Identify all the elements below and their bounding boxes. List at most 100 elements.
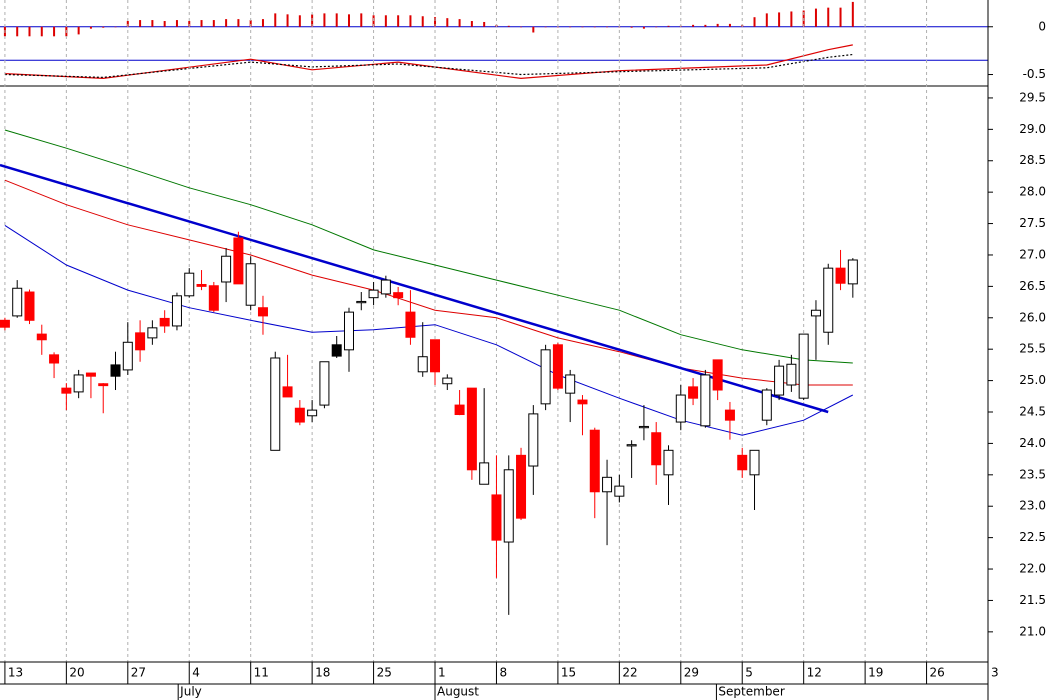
candle-body (380, 279, 391, 295)
x-tick-label: 4 (192, 666, 200, 680)
candle-body (356, 300, 367, 304)
histogram-bar (249, 20, 252, 27)
candle-body (798, 333, 809, 399)
x-tick-label: 18 (315, 666, 330, 680)
x-tick-label: 22 (622, 666, 637, 680)
histogram-bar (286, 14, 289, 27)
month-label: September (718, 685, 784, 699)
candle-body (565, 374, 576, 394)
histogram-bar (28, 26, 31, 37)
histogram-bar (384, 15, 387, 27)
candle-body (589, 429, 600, 493)
histogram-bar (765, 13, 768, 27)
y-tick-label: 21.5 (1019, 593, 1046, 607)
y-tick-label: 26.5 (1019, 279, 1046, 293)
candle-body (196, 283, 207, 287)
histogram-bar (593, 26, 596, 28)
x-tick-label: 20 (69, 666, 84, 680)
candle-body (638, 425, 649, 429)
histogram-bar (274, 13, 277, 27)
overlay-line (4, 224, 854, 436)
candle-body (368, 289, 379, 299)
histogram-bar (581, 26, 584, 28)
y-tick-label: 23.0 (1019, 499, 1046, 513)
candle-body (700, 374, 711, 427)
candle-body (159, 317, 170, 327)
candle-body (663, 449, 674, 476)
y-tick-label: -0.5 (1023, 67, 1046, 81)
candle-body (516, 454, 527, 519)
x-tick-label: 8 (499, 666, 507, 680)
histogram-bar (347, 14, 350, 27)
candle-body (847, 259, 858, 285)
x-tick-label: 15 (561, 666, 576, 680)
candle-body (184, 272, 195, 297)
candle-body (331, 344, 342, 357)
candle-body (430, 339, 441, 373)
histogram-bar (704, 24, 707, 27)
histogram-bar (53, 26, 56, 37)
candle-body (479, 462, 490, 485)
histogram-bar (16, 26, 19, 37)
histogram-bar (212, 20, 215, 27)
candle-body (282, 386, 293, 398)
candle-body (712, 359, 723, 391)
histogram-bar (360, 13, 363, 27)
candle-body (737, 454, 748, 471)
candle-body (651, 432, 662, 466)
histogram-bar (77, 26, 80, 35)
histogram-bar (470, 21, 473, 27)
x-tick-label: 27 (131, 666, 146, 680)
histogram-bar (827, 7, 830, 27)
y-tick-label: 24.5 (1019, 405, 1046, 419)
histogram-bar (606, 26, 609, 28)
candle-body (307, 409, 318, 417)
candle-body (221, 255, 232, 283)
histogram-bar (200, 20, 203, 27)
candle-body (257, 307, 268, 317)
candle-body (49, 354, 60, 364)
histogram-bar (335, 13, 338, 27)
candle-body (122, 341, 133, 371)
candle-body (626, 444, 637, 447)
histogram-bar (532, 26, 535, 33)
y-tick-label: 22.0 (1019, 562, 1046, 576)
y-tick-label: 29.0 (1019, 122, 1046, 136)
candle-body (577, 399, 588, 405)
histogram-bar (323, 13, 326, 27)
y-tick-label: 0 (1038, 19, 1046, 33)
candle-body (0, 319, 10, 328)
y-tick-label: 29.5 (1019, 90, 1046, 104)
candle-body (466, 387, 477, 471)
x-tick-label: 19 (868, 666, 883, 680)
candle-body (675, 394, 686, 423)
x-tick-label: 13 (8, 666, 23, 680)
candle-body (552, 344, 563, 389)
candle-body (749, 449, 760, 476)
candle-body (233, 237, 244, 285)
histogram-bar (89, 26, 92, 29)
y-tick-label: 25.0 (1019, 373, 1046, 387)
candle-body (393, 292, 404, 299)
candle-body (614, 485, 625, 497)
candle-body (442, 377, 453, 385)
x-tick-label: 25 (377, 666, 392, 680)
y-tick-label: 21.0 (1019, 624, 1046, 638)
histogram-bar (544, 26, 547, 28)
histogram-bar (655, 26, 658, 28)
histogram-bar (188, 21, 191, 27)
candle-body (835, 267, 846, 284)
y-tick-label: 24.0 (1019, 436, 1046, 450)
candle-body (823, 267, 834, 333)
candle-body (491, 494, 502, 541)
histogram-bar (790, 11, 793, 27)
candle-body (85, 372, 96, 377)
histogram-bar (778, 12, 781, 27)
x-tick-label: 29 (684, 666, 699, 680)
candle-body (454, 404, 465, 416)
histogram-bar (298, 15, 301, 27)
histogram-bar (507, 25, 510, 27)
histogram-bar (139, 20, 142, 27)
histogram-bar (483, 21, 486, 27)
